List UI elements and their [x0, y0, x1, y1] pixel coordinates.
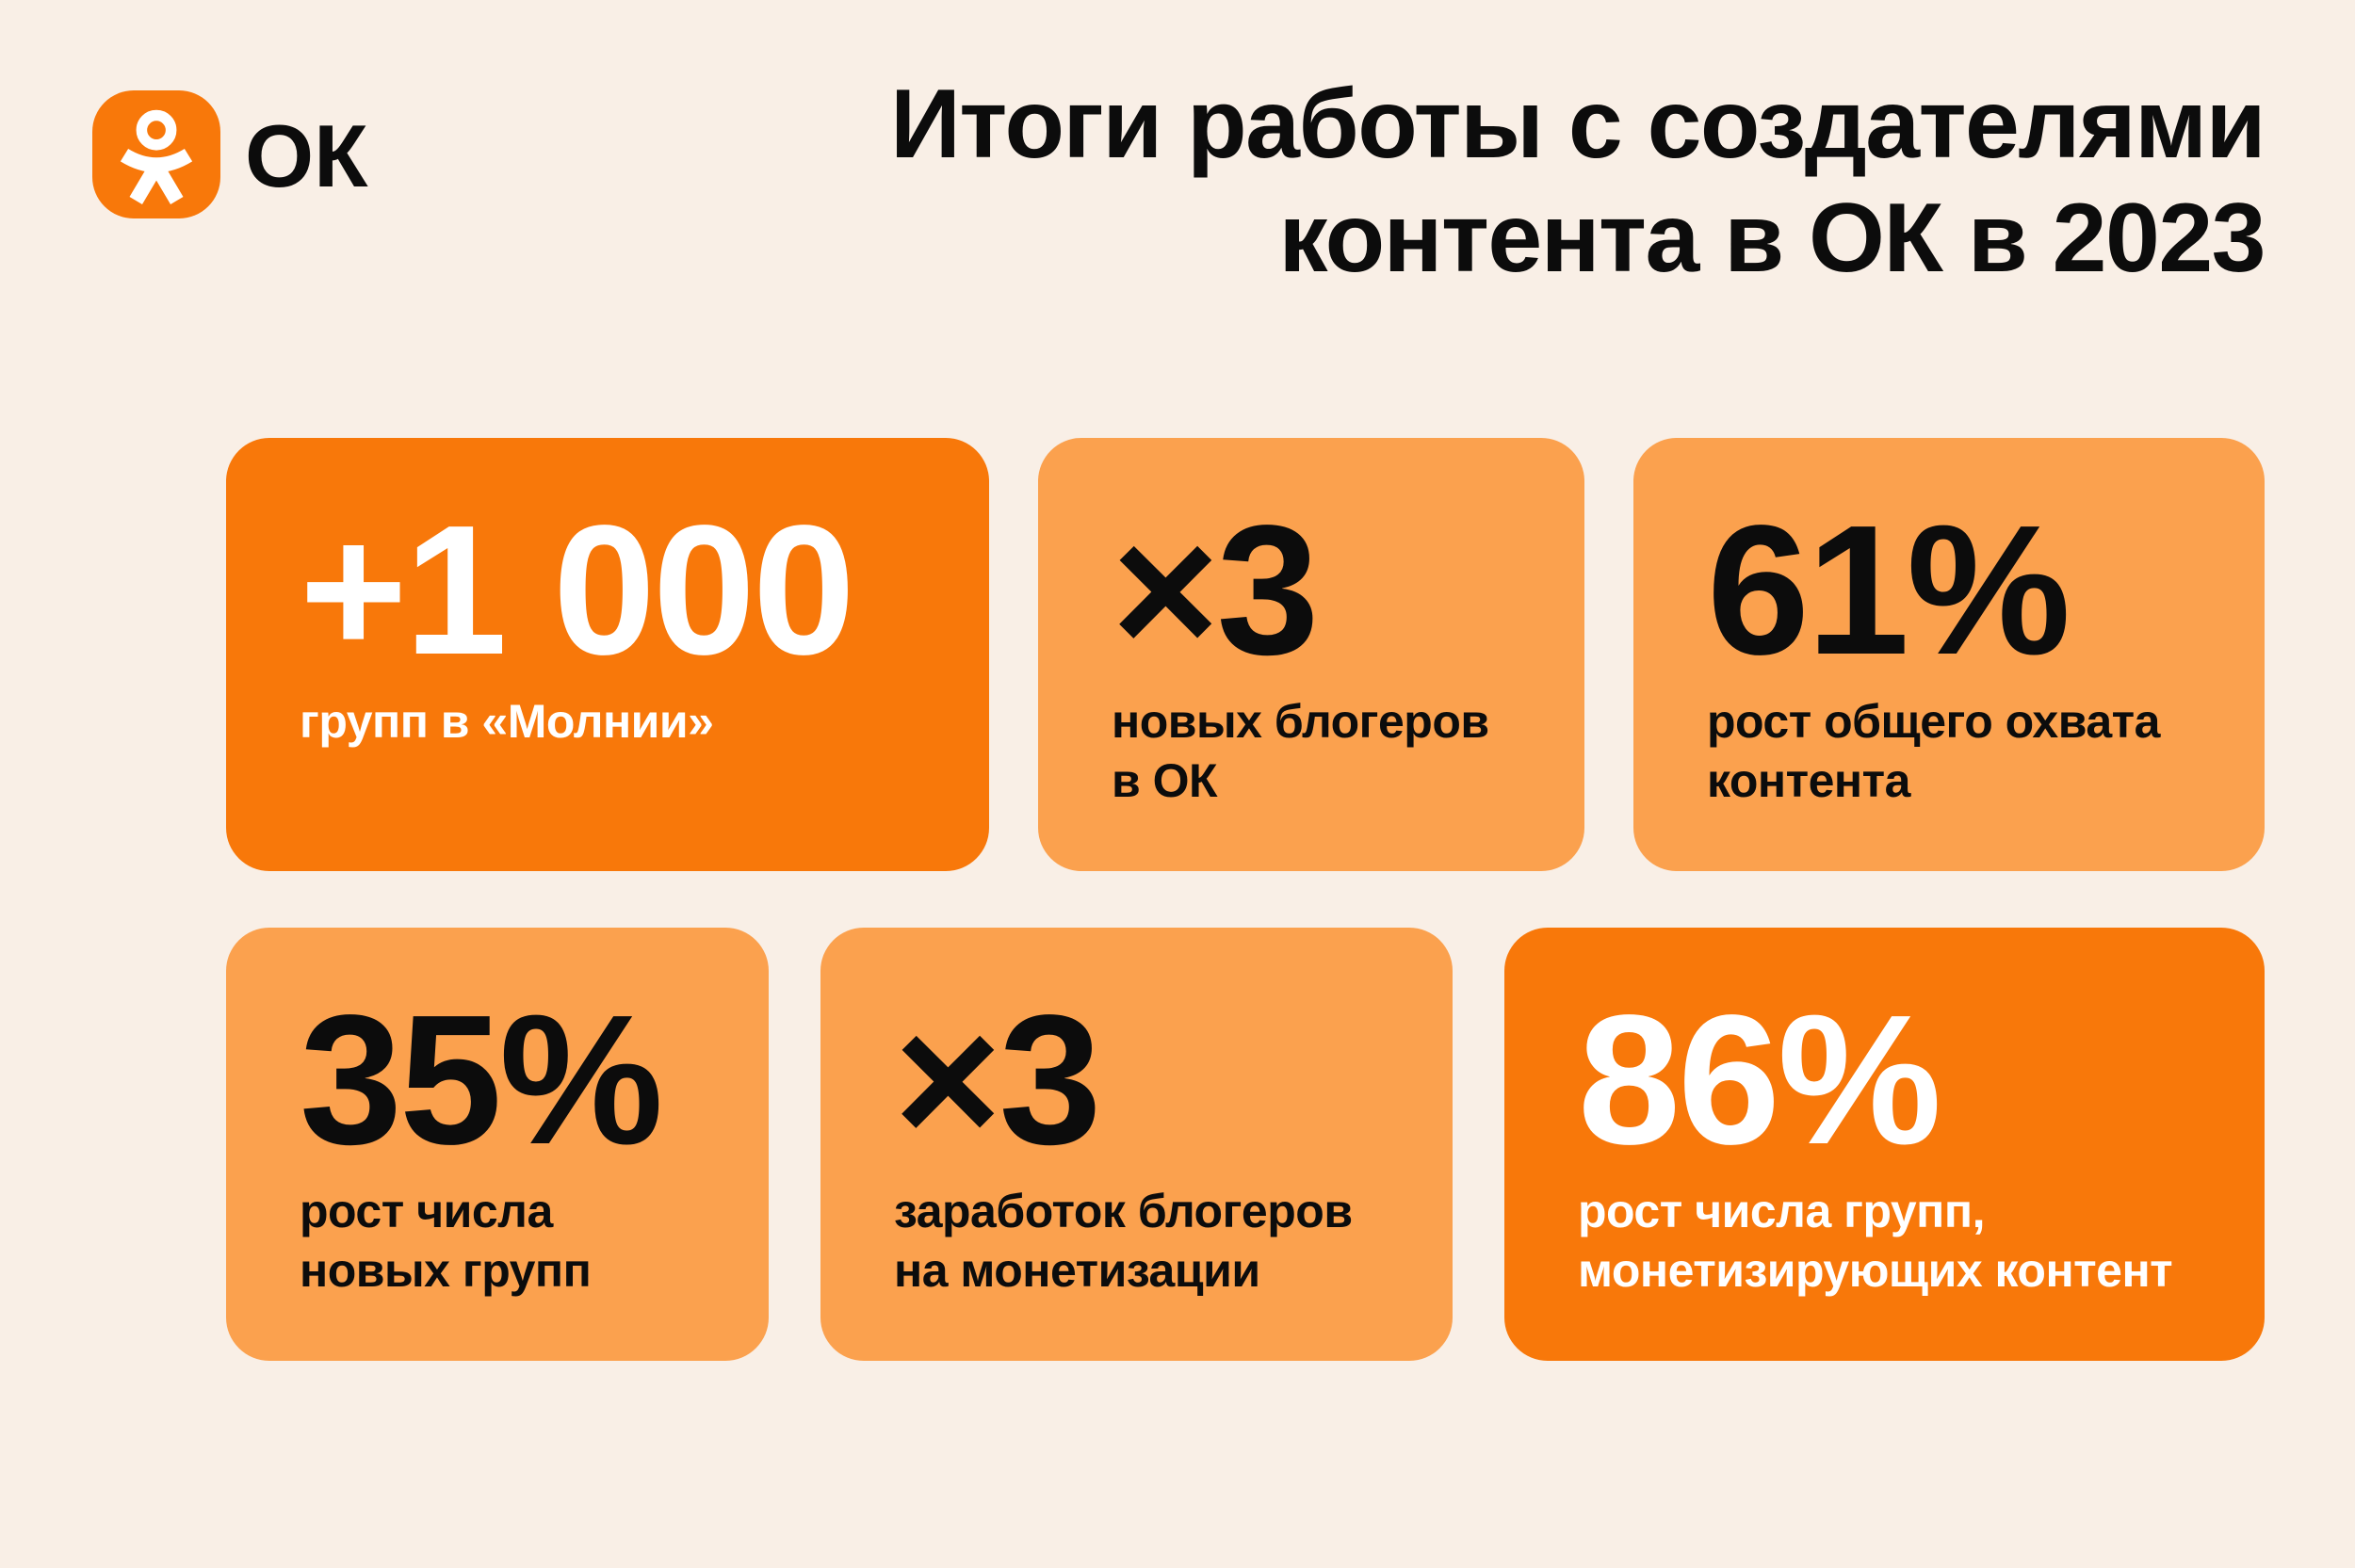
stats-row-bottom: 35% рост числа новых групп ×3 заработок … [226, 928, 2265, 1361]
stat-label-line: рост числа групп, [1578, 1185, 1985, 1237]
stats-grid: +1 000 групп в «Молнии» ×3 новых блогеро… [226, 438, 2265, 1361]
stat-card-blogger-earnings: ×3 заработок блогеров на монетизации [820, 928, 1453, 1361]
page-title-line-2: контента в ОК в 2023 [1278, 183, 2266, 293]
stat-label-line: контента [1707, 754, 1910, 807]
stat-label-line: новых групп [300, 1244, 592, 1297]
stat-label-line: рост общего охвата [1707, 695, 2160, 748]
ok-person-icon [120, 109, 193, 204]
stats-row-top: +1 000 групп в «Молнии» ×3 новых блогеро… [226, 438, 2265, 871]
stat-value: 61% [1707, 487, 2071, 693]
page-title-line-1: Итоги работы с создателями [890, 70, 2266, 179]
stat-label-line: рост числа [300, 1185, 553, 1237]
stat-value: ×3 [894, 977, 1101, 1183]
stat-value: 86% [1578, 977, 1941, 1183]
stat-card-new-bloggers: ×3 новых блогеров в ОК [1038, 438, 1584, 871]
stat-label: рост числа новых групп [300, 1182, 731, 1301]
stat-label-line: в ОК [1112, 754, 1218, 807]
stat-label-line: монетизирующих контент [1578, 1244, 2173, 1297]
stat-value: +1 000 [300, 487, 855, 693]
stat-label: рост общего охвата контента [1707, 692, 2227, 811]
stat-label-line: на монетизации [894, 1244, 1260, 1297]
stat-card-monetizing-groups: 86% рост числа групп, монетизирующих кон… [1504, 928, 2265, 1361]
stat-value: ×3 [1112, 487, 1319, 693]
stat-label: групп в «Молнии» [300, 692, 951, 752]
stat-card-content-reach: 61% рост общего охвата контента [1633, 438, 2265, 871]
stat-value: 35% [300, 977, 663, 1183]
ok-logo [92, 90, 220, 218]
stat-label-line: групп в «Молнии» [300, 695, 714, 748]
stat-label-line: новых блогеров [1112, 695, 1489, 748]
stat-label: рост числа групп, монетизирующих контент [1578, 1182, 2227, 1301]
stat-card-new-groups: 35% рост числа новых групп [226, 928, 769, 1361]
stat-label-line: заработок блогеров [894, 1185, 1353, 1237]
ok-logo-text: ОК [245, 106, 368, 205]
stat-card-molniya-groups: +1 000 групп в «Молнии» [226, 438, 989, 871]
ok-brand: ОК [92, 90, 368, 218]
stat-label: заработок блогеров на монетизации [894, 1182, 1415, 1301]
page-title: Итоги работы с создателями контента в ОК… [890, 68, 2266, 295]
stat-label: новых блогеров в ОК [1112, 692, 1547, 811]
